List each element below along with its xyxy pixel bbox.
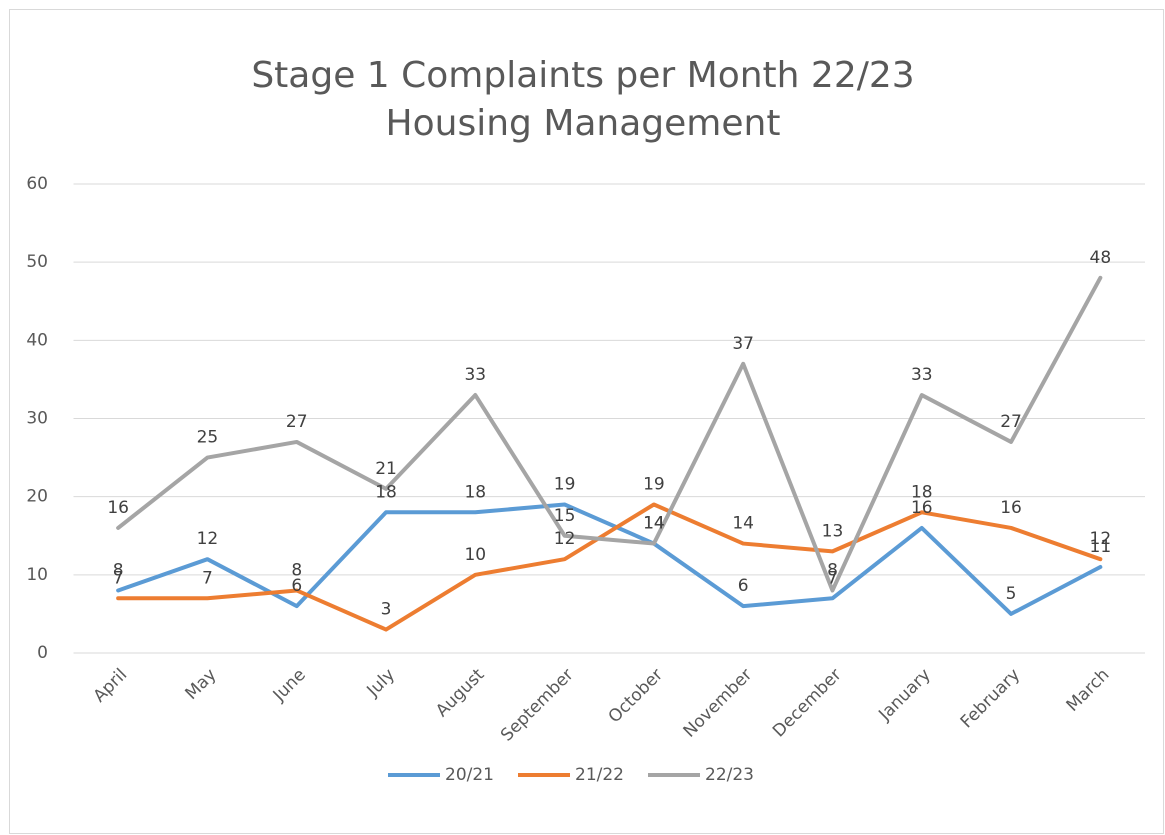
data-label: 25 bbox=[197, 428, 219, 448]
data-label: 12 bbox=[554, 529, 576, 549]
data-label: 10 bbox=[464, 545, 486, 565]
legend-label: 21/22 bbox=[575, 765, 624, 785]
chart-title: Stage 1 Complaints per Month 22/23 bbox=[251, 55, 914, 96]
data-label: 33 bbox=[911, 365, 933, 385]
data-label: 5 bbox=[1006, 584, 1017, 604]
data-label: 33 bbox=[464, 365, 486, 385]
data-label: 18 bbox=[375, 482, 397, 502]
data-label: 27 bbox=[286, 412, 308, 432]
series-line bbox=[116, 502, 1103, 632]
y-tick-label: 50 bbox=[26, 252, 48, 272]
data-label: 8 bbox=[291, 560, 302, 580]
legend-label: 22/23 bbox=[705, 765, 754, 785]
data-label: 13 bbox=[822, 521, 844, 541]
data-label: 27 bbox=[1000, 412, 1022, 432]
data-label: 6 bbox=[738, 576, 749, 596]
data-label: 16 bbox=[1000, 498, 1022, 518]
series-line bbox=[116, 502, 1103, 616]
data-label: 8 bbox=[827, 560, 838, 580]
data-label: 6 bbox=[291, 576, 302, 596]
data-label: 7 bbox=[113, 568, 124, 588]
data-label: 3 bbox=[381, 600, 392, 620]
data-label: 7 bbox=[827, 568, 838, 588]
data-label: 16 bbox=[911, 498, 933, 518]
data-label: 14 bbox=[643, 514, 665, 534]
data-label: 19 bbox=[554, 474, 576, 494]
y-tick-label: 10 bbox=[26, 565, 48, 585]
y-tick-label: 40 bbox=[26, 330, 48, 350]
y-tick-label: 20 bbox=[26, 487, 48, 507]
data-label: 14 bbox=[732, 514, 754, 534]
data-label: 48 bbox=[1090, 248, 1112, 268]
legend-label: 20/21 bbox=[445, 765, 494, 785]
data-label: 21 bbox=[375, 459, 397, 479]
data-label: 14 bbox=[643, 514, 665, 534]
data-label: 12 bbox=[1090, 529, 1112, 549]
data-label: 11 bbox=[1090, 537, 1112, 557]
series-line bbox=[116, 275, 1103, 593]
y-tick-label: 30 bbox=[26, 409, 48, 429]
data-label: 16 bbox=[107, 498, 129, 518]
chart-title: Housing Management bbox=[386, 103, 781, 144]
data-label: 12 bbox=[197, 529, 219, 549]
data-label: 37 bbox=[732, 334, 754, 354]
y-tick-label: 60 bbox=[26, 174, 48, 194]
data-label: 15 bbox=[554, 506, 576, 526]
data-label: 7 bbox=[202, 568, 213, 588]
data-label: 18 bbox=[464, 482, 486, 502]
y-tick-label: 0 bbox=[37, 643, 48, 663]
data-label: 18 bbox=[911, 482, 933, 502]
data-label: 8 bbox=[113, 560, 124, 580]
data-label: 19 bbox=[643, 474, 665, 494]
